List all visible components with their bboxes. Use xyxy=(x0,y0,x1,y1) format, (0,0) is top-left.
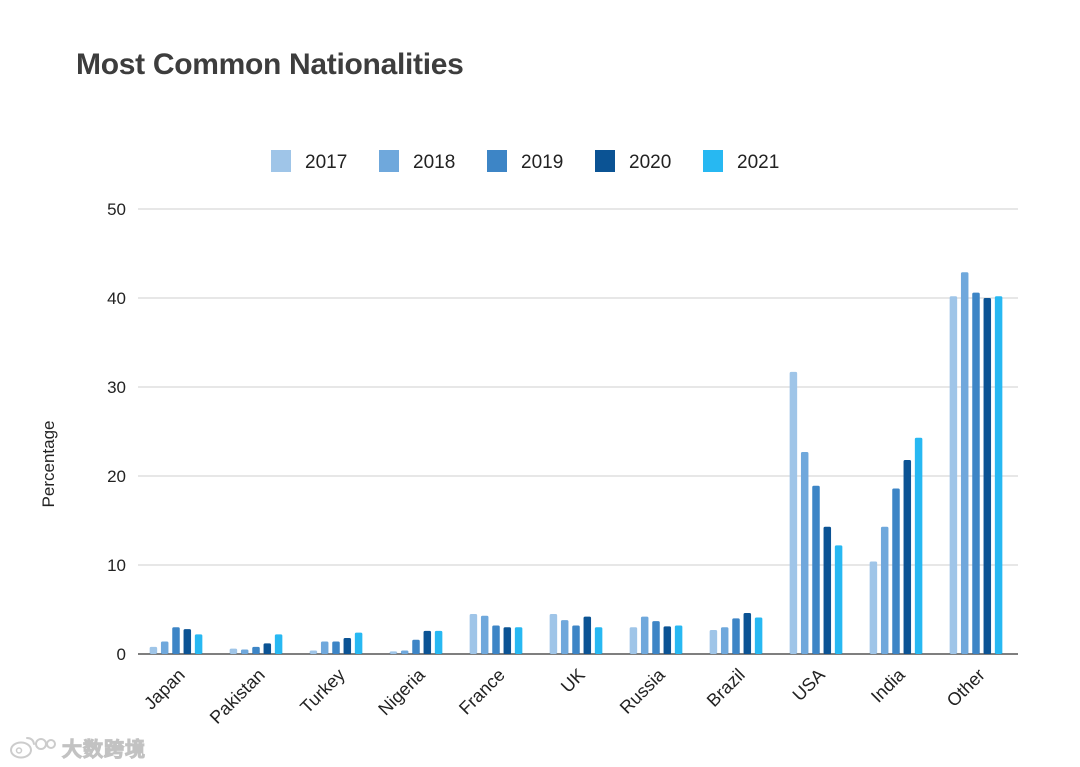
y-tick-label: 0 xyxy=(117,645,126,664)
bar-turkey-2020 xyxy=(343,637,352,654)
bar-india-2020 xyxy=(903,459,912,654)
watermark: 大数跨境 xyxy=(8,733,146,762)
x-tick-label: Russia xyxy=(616,664,670,718)
bar-pakistan-2021 xyxy=(274,634,283,654)
bar-other-2020 xyxy=(983,298,992,654)
bar-brazil-2019 xyxy=(732,618,740,654)
bar-uk-2017 xyxy=(549,613,558,654)
legend-label-2017: 2017 xyxy=(305,152,347,173)
bar-uk-2018 xyxy=(560,620,569,654)
legend-swatch-2019 xyxy=(487,150,507,172)
bar-brazil-2021 xyxy=(754,617,763,654)
bar-usa-2020 xyxy=(823,526,832,654)
bar-usa-2017 xyxy=(789,371,798,654)
bar-india-2017 xyxy=(869,561,878,654)
bar-other-2017 xyxy=(949,296,958,654)
x-tick-label: France xyxy=(455,665,509,719)
bar-usa-2019 xyxy=(812,485,820,654)
x-tick-label: UK xyxy=(557,665,589,697)
bar-usa-2018 xyxy=(800,451,809,654)
x-tick-label: USA xyxy=(789,665,829,705)
bar-russia-2018 xyxy=(640,616,649,654)
bar-france-2021 xyxy=(514,627,523,654)
y-tick-label: 10 xyxy=(107,556,126,575)
bar-turkey-2021 xyxy=(354,632,363,654)
x-tick-label: Pakistan xyxy=(206,665,269,728)
bar-france-2018 xyxy=(480,615,489,654)
bars xyxy=(149,272,1003,654)
bar-brazil-2017 xyxy=(709,629,718,654)
legend: 2017 2018 2019 2020 2021 xyxy=(271,150,779,173)
bar-pakistan-2020 xyxy=(263,643,272,654)
legend-label-2018: 2018 xyxy=(413,152,455,173)
bar-nigeria-2020 xyxy=(423,630,432,654)
bar-brazil-2020 xyxy=(743,613,752,654)
bar-other-2018 xyxy=(960,272,969,654)
bar-nigeria-2017 xyxy=(389,651,398,654)
legend-swatch-2018 xyxy=(379,150,399,172)
bar-japan-2017 xyxy=(149,646,158,654)
bar-india-2018 xyxy=(880,526,889,654)
legend-label-2020: 2020 xyxy=(629,152,671,173)
bar-russia-2020 xyxy=(663,626,672,654)
y-axis-ticks: 0 10 20 30 40 50 xyxy=(107,200,126,664)
bar-turkey-2017 xyxy=(309,650,318,654)
bar-india-2019 xyxy=(892,488,900,654)
bar-uk-2020 xyxy=(583,616,592,654)
bar-france-2020 xyxy=(503,627,512,654)
watermark-text: 大数跨境 xyxy=(62,739,146,762)
legend-swatch-2021 xyxy=(703,150,723,172)
gridlines xyxy=(138,208,1018,655)
x-tick-label: Japan xyxy=(140,665,189,714)
bar-uk-2019 xyxy=(572,625,580,654)
bar-japan-2020 xyxy=(183,629,192,654)
bar-nigeria-2021 xyxy=(434,630,443,654)
x-tick-label: Turkey xyxy=(296,665,349,718)
bar-pakistan-2017 xyxy=(229,648,238,654)
legend-label-2019: 2019 xyxy=(521,152,563,173)
bar-russia-2021 xyxy=(674,625,683,654)
bar-pakistan-2019 xyxy=(252,646,260,654)
bar-usa-2021 xyxy=(834,545,843,654)
bar-russia-2017 xyxy=(629,627,638,654)
bar-uk-2021 xyxy=(594,627,603,654)
y-axis-label: Percentage xyxy=(39,421,58,508)
y-tick-label: 20 xyxy=(107,467,126,486)
x-axis-ticks: Japan Pakistan Turkey Nigeria France UK Russia… xyxy=(140,664,989,728)
bar-other-2019 xyxy=(972,292,980,654)
bar-france-2019 xyxy=(492,625,500,654)
y-tick-label: 50 xyxy=(107,200,126,219)
weibo-logo-icon xyxy=(10,736,56,758)
bar-russia-2019 xyxy=(652,621,660,654)
bar-japan-2019 xyxy=(172,627,180,654)
bar-turkey-2018 xyxy=(320,641,329,654)
x-tick-label: Nigeria xyxy=(374,664,429,719)
bar-brazil-2018 xyxy=(720,627,729,654)
bar-turkey-2019 xyxy=(332,641,340,654)
x-tick-label: Brazil xyxy=(703,665,749,711)
bar-japan-2021 xyxy=(194,634,203,654)
bar-nigeria-2018 xyxy=(400,650,409,654)
legend-swatch-2017 xyxy=(271,150,291,172)
bar-japan-2018 xyxy=(160,641,169,654)
bar-pakistan-2018 xyxy=(240,649,249,654)
x-tick-label: Other xyxy=(943,665,989,711)
bar-france-2017 xyxy=(469,613,478,654)
bar-india-2021 xyxy=(914,437,923,654)
bar-nigeria-2019 xyxy=(412,639,420,654)
legend-label-2021: 2021 xyxy=(737,152,779,173)
y-tick-label: 40 xyxy=(107,289,126,308)
y-tick-label: 30 xyxy=(107,378,126,397)
x-tick-label: India xyxy=(867,664,909,706)
legend-swatch-2020 xyxy=(595,150,615,172)
bar-other-2021 xyxy=(994,296,1003,654)
chart-title: Most Common Nationalities xyxy=(76,48,464,81)
